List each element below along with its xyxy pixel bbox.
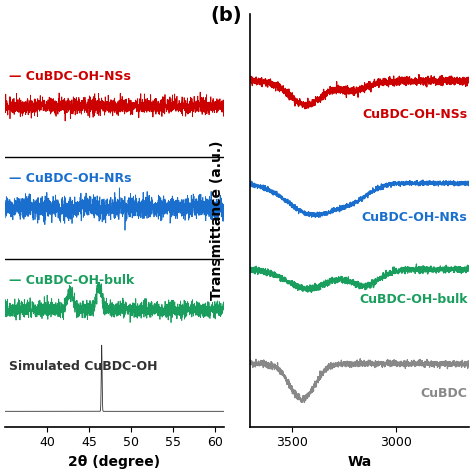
Text: — CuBDC-OH-NSs: — CuBDC-OH-NSs — [9, 70, 131, 83]
Text: CuBDC-OH-NSs: CuBDC-OH-NSs — [363, 109, 467, 121]
Y-axis label: Transmittance (a.u.): Transmittance (a.u.) — [210, 141, 224, 300]
Text: Simulated CuBDC-OH: Simulated CuBDC-OH — [9, 360, 158, 374]
Text: CuBDC-OH-NRs: CuBDC-OH-NRs — [362, 210, 467, 224]
Text: — CuBDC-OH-NRs: — CuBDC-OH-NRs — [9, 172, 132, 185]
Text: — CuBDC-OH-bulk: — CuBDC-OH-bulk — [9, 274, 134, 287]
Text: CuBDC-OH-bulk: CuBDC-OH-bulk — [359, 293, 467, 306]
X-axis label: 2θ (degree): 2θ (degree) — [68, 455, 160, 469]
Text: CuBDC: CuBDC — [421, 387, 467, 401]
X-axis label: Wa: Wa — [347, 455, 372, 469]
Text: (b): (b) — [211, 6, 242, 25]
